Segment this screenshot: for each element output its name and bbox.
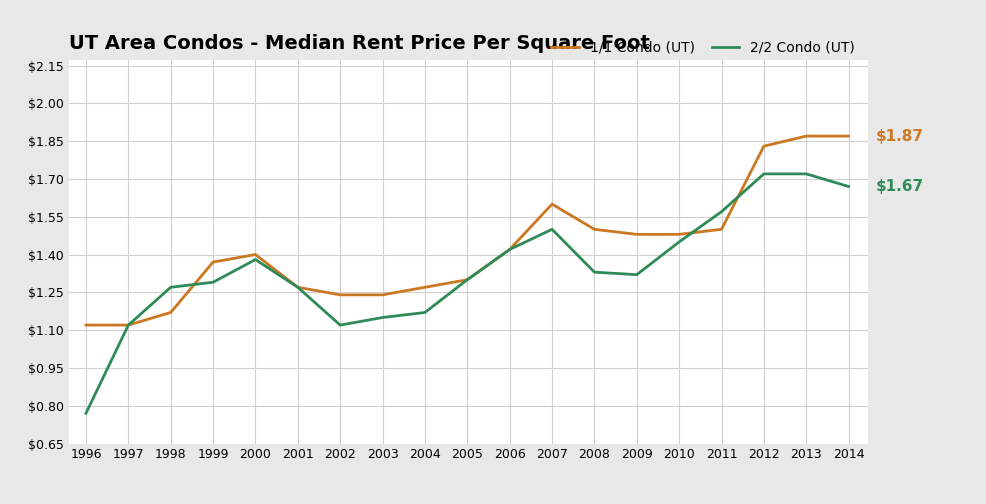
2/2 Condo (UT) xyxy=(546,226,558,232)
1/1 Condo (UT) xyxy=(207,259,219,265)
2/2 Condo (UT) xyxy=(207,279,219,285)
1/1 Condo (UT) xyxy=(631,231,643,237)
2/2 Condo (UT) xyxy=(80,410,92,416)
Text: UT Area Condos - Median Rent Price Per Square Foot: UT Area Condos - Median Rent Price Per S… xyxy=(69,34,650,53)
2/2 Condo (UT) xyxy=(589,269,600,275)
2/2 Condo (UT) xyxy=(716,209,728,215)
1/1 Condo (UT) xyxy=(419,284,431,290)
2/2 Condo (UT) xyxy=(419,309,431,316)
1/1 Condo (UT) xyxy=(843,133,855,139)
1/1 Condo (UT) xyxy=(292,284,304,290)
1/1 Condo (UT) xyxy=(80,322,92,328)
1/1 Condo (UT) xyxy=(122,322,134,328)
2/2 Condo (UT) xyxy=(673,239,685,245)
1/1 Condo (UT) xyxy=(801,133,812,139)
2/2 Condo (UT) xyxy=(801,171,812,177)
1/1 Condo (UT) xyxy=(165,309,176,316)
2/2 Condo (UT) xyxy=(377,314,388,321)
2/2 Condo (UT) xyxy=(122,322,134,328)
1/1 Condo (UT) xyxy=(377,292,388,298)
1/1 Condo (UT) xyxy=(673,231,685,237)
2/2 Condo (UT) xyxy=(334,322,346,328)
2/2 Condo (UT) xyxy=(165,284,176,290)
Legend: 1/1 Condo (UT), 2/2 Condo (UT): 1/1 Condo (UT), 2/2 Condo (UT) xyxy=(545,35,861,60)
2/2 Condo (UT) xyxy=(843,183,855,190)
1/1 Condo (UT) xyxy=(546,201,558,207)
2/2 Condo (UT) xyxy=(758,171,770,177)
1/1 Condo (UT) xyxy=(716,226,728,232)
2/2 Condo (UT) xyxy=(631,272,643,278)
1/1 Condo (UT) xyxy=(589,226,600,232)
1/1 Condo (UT) xyxy=(461,277,473,283)
1/1 Condo (UT) xyxy=(504,246,516,253)
Text: $1.67: $1.67 xyxy=(876,179,924,194)
1/1 Condo (UT) xyxy=(334,292,346,298)
Text: $1.87: $1.87 xyxy=(876,129,924,144)
2/2 Condo (UT) xyxy=(249,257,261,263)
2/2 Condo (UT) xyxy=(504,246,516,253)
2/2 Condo (UT) xyxy=(461,277,473,283)
2/2 Condo (UT) xyxy=(292,284,304,290)
1/1 Condo (UT) xyxy=(758,143,770,149)
Line: 1/1 Condo (UT): 1/1 Condo (UT) xyxy=(86,136,849,325)
1/1 Condo (UT) xyxy=(249,251,261,258)
Line: 2/2 Condo (UT): 2/2 Condo (UT) xyxy=(86,174,849,413)
